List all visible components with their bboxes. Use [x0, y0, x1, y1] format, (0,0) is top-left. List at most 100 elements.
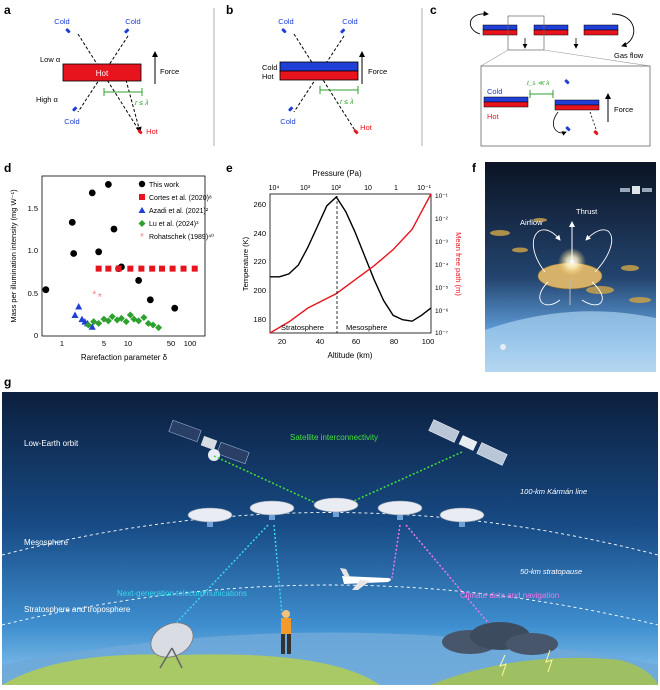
x-tick-label: 80 [390, 337, 398, 346]
label-hot: Hot [360, 123, 373, 132]
earth-horizon [485, 311, 656, 372]
panel-c: c Gas flow Cold Hot t_s ≪ λ Force [430, 3, 651, 147]
chart-marks: * * [42, 181, 198, 332]
data-point: * [92, 289, 97, 301]
data-point [135, 317, 143, 325]
gas-flow-arrow [611, 13, 635, 48]
panel-d: d * * 0 0.5 1.0 1.5 1 5 10 50 100 Rarefac… [4, 161, 214, 362]
label-cold: Cold [280, 117, 295, 126]
t-condition: t_s ≪ λ [527, 80, 549, 87]
low-alpha-label: Low α [40, 55, 61, 64]
cold-layer [483, 96, 529, 103]
top-tick-label: 10³ [300, 185, 311, 192]
y-tick-label-right: 10⁻³ [435, 239, 449, 246]
plot-frame [269, 193, 432, 334]
legend-marker [139, 194, 145, 200]
cold-molecule [124, 28, 130, 34]
region-mesosphere: Mesosphere [24, 538, 69, 547]
airplane-icon [340, 568, 391, 590]
legend-marker [138, 207, 146, 213]
y-tick-label-right: 10⁻⁵ [435, 285, 449, 292]
top-tick-label: 10 [364, 185, 372, 192]
top-tick-label: 10⁴ [269, 185, 280, 192]
y-tick-label: 220 [253, 257, 266, 266]
panel-a: a Hot Cold Cold Cold Hot Low α High α Fo… [4, 3, 179, 136]
zoom-line [480, 49, 509, 67]
label-cold: Cold [278, 17, 293, 26]
region-label: Mesosphere [346, 323, 387, 332]
x-axis-ticks: 20 40 60 80 100 [278, 337, 434, 346]
airflow-arrow [539, 281, 561, 306]
data-point [104, 317, 112, 325]
top-tick-label: 10⁻¹ [417, 185, 431, 192]
panel-b: b Cold Hot Cold Cold Cold Hot Force r ≤ … [226, 3, 387, 135]
airflow-label: Airflow [520, 218, 543, 227]
y-tick-label-right: 10⁻⁷ [435, 330, 449, 337]
karman-line [1, 512, 659, 556]
r-condition: r ≤ λ [135, 100, 149, 107]
data-point [180, 265, 187, 272]
legend-entry: This work [149, 182, 179, 189]
panel-f: f Airflow Thrust [472, 161, 656, 372]
y-tick-label-right: 10⁻¹ [435, 193, 449, 200]
label-cold: Cold [54, 17, 69, 26]
region-leo: Low-Earth orbit [24, 439, 79, 448]
cold-molecule [288, 106, 294, 112]
data-point [140, 313, 148, 321]
top-axis-ticks: 10⁴ 10³ 10² 10 1 10⁻¹ [269, 185, 432, 192]
y-tick-label-right: 10⁻⁴ [435, 262, 449, 269]
top-tick-label: 1 [394, 185, 398, 192]
y-tick-label: 0.5 [28, 289, 38, 298]
data-point [75, 303, 83, 310]
data-point [108, 313, 116, 321]
y-axis-label: Mass per illumination intensity (mg W⁻¹) [9, 189, 18, 323]
y-tick-label-right: 10⁻² [435, 216, 449, 223]
cold-layer [482, 24, 518, 31]
satellite-icon [620, 186, 652, 194]
label-cold: Cold [487, 87, 502, 96]
region-strato: Stratosphere and troposphere [24, 605, 131, 614]
data-point [95, 319, 103, 327]
data-point [117, 314, 125, 322]
data-point [104, 181, 112, 188]
legend-marker: * [140, 232, 144, 243]
airflow-arrow [581, 281, 603, 306]
x-tick-label: 100 [422, 337, 435, 346]
data-point [88, 323, 96, 330]
satellite-left [168, 419, 250, 465]
land-left [2, 654, 380, 685]
force-label: Force [614, 105, 633, 114]
data-point [171, 304, 179, 312]
x-tick-label: 10 [124, 339, 132, 348]
panel-letter-g: g [4, 375, 11, 389]
x-tick-label: 20 [278, 337, 286, 346]
legend-entry: Cortes et al. (2020)⁸ [149, 195, 212, 202]
label-cold: Cold [125, 17, 140, 26]
thrust-label: Thrust [576, 207, 598, 216]
y-tick-label: 240 [253, 229, 266, 238]
data-point [191, 265, 198, 272]
y-tick-label: 260 [253, 200, 266, 209]
trajectory-line [125, 79, 142, 133]
dish-antenna-icon [150, 622, 194, 669]
y-tick-label: 180 [253, 315, 266, 324]
data-point [71, 311, 79, 318]
trajectory-line [589, 111, 598, 133]
cold-molecule [564, 79, 570, 85]
y-tick-label: 1.5 [28, 204, 38, 213]
y-tick-label: 200 [253, 286, 266, 295]
hot-plate [62, 63, 142, 82]
storm-cloud-icon [442, 622, 558, 677]
panel-letter-f: f [472, 161, 477, 175]
gas-flow-label: Gas flow [614, 51, 644, 60]
airflow-arrow [532, 229, 561, 273]
plate-label: Hot [96, 69, 109, 78]
cold-layer [279, 61, 359, 72]
data-point [127, 265, 134, 272]
label-hot: Hot [487, 112, 500, 121]
x-axis-label: Rarefaction parameter δ [81, 353, 168, 362]
r-condition: r ≤ λ [340, 99, 354, 106]
legend-entry: Rohatschek (1989)⁴⁰ [149, 233, 214, 241]
x-tick-label: 40 [316, 337, 324, 346]
